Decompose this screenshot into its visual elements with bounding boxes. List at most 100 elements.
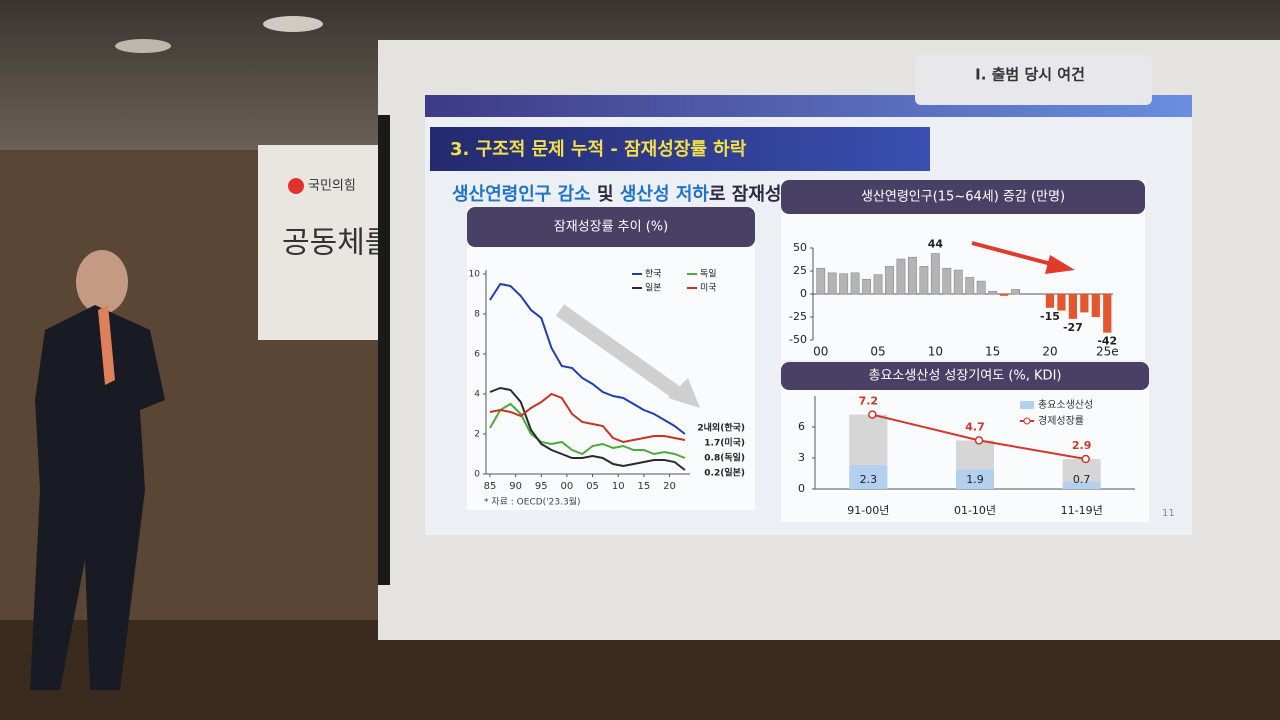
- bar: [1080, 294, 1089, 313]
- trend-arrow-head: [1045, 255, 1075, 274]
- y-tick-label: 8: [474, 310, 480, 320]
- bar: [930, 253, 940, 295]
- line-series: [489, 402, 686, 459]
- chart-title: 생산연령인구(15~64세) 증감 (만명): [861, 190, 1065, 205]
- source-note: * 자료 : OECD('23.3월): [484, 496, 580, 508]
- trend-arrow: [971, 241, 1056, 267]
- x-tick-label: 15: [985, 345, 1000, 359]
- bar: [1091, 294, 1100, 317]
- headline-part: 생산연령인구 감소: [452, 184, 591, 205]
- banner-text: 공동체를: [282, 226, 392, 261]
- x-tick-label: 01-10년: [954, 504, 996, 517]
- speaker-tie: [98, 305, 115, 385]
- banner-logo: 국민의힘: [308, 179, 356, 194]
- x-tick-label: 00: [813, 345, 828, 359]
- x-tick-label: 95: [535, 481, 548, 492]
- x-tick-label: 91-00년: [847, 504, 889, 517]
- panel-header: [781, 362, 1149, 390]
- bar: [907, 256, 917, 295]
- bar: [976, 280, 986, 295]
- section-box: [915, 55, 1152, 105]
- bar: [956, 469, 994, 489]
- bar: [1045, 294, 1055, 308]
- bar: [1103, 294, 1112, 333]
- line-series: [489, 386, 686, 471]
- y-tick-label: 6: [798, 420, 805, 433]
- headline-part: 생산성 저하: [620, 184, 710, 205]
- legend-label: 총요소생산성: [1038, 399, 1093, 411]
- x-tick-label: 10: [928, 345, 943, 359]
- data-label: -27: [1063, 321, 1083, 334]
- x-tick-label: 05: [586, 481, 599, 492]
- bar: [862, 278, 872, 295]
- x-tick-label: 20: [1042, 345, 1057, 359]
- chart-title: 잠재성장률 추이 (%): [554, 220, 668, 235]
- x-tick-label: 85: [484, 481, 497, 492]
- panel-header: [781, 180, 1145, 214]
- data-label: 1.9: [966, 473, 984, 486]
- data-label: 44: [928, 238, 944, 251]
- speaker: [30, 250, 165, 690]
- speaker-body: [30, 305, 165, 690]
- legend-label: 미국: [700, 283, 717, 294]
- y-tick-label: 4: [474, 390, 480, 400]
- y-tick-label: 50: [793, 241, 807, 254]
- data-label: 4.7: [965, 420, 985, 433]
- bar: [953, 269, 963, 295]
- data-label: 0.7: [1073, 473, 1091, 486]
- bar: [999, 294, 1009, 296]
- bar: [850, 272, 860, 295]
- logo-icon: [288, 178, 304, 194]
- bar: [885, 266, 894, 295]
- y-tick-label: -25: [789, 310, 807, 323]
- section-label: I. 출범 당시 여건: [975, 66, 1085, 84]
- x-tick-label: 11-19년: [1061, 504, 1103, 517]
- panel: [467, 207, 755, 510]
- y-tick-label: 2: [474, 430, 480, 440]
- bar: [827, 272, 837, 295]
- bar: [988, 290, 998, 295]
- line-point: [974, 436, 984, 445]
- end-label: 2내외(한국): [697, 422, 745, 434]
- bar: [965, 277, 975, 295]
- line-point: [1081, 454, 1090, 464]
- banner: [258, 145, 386, 340]
- ceiling-light: [115, 39, 171, 53]
- x-tick-label: 90: [509, 481, 522, 492]
- line-point: [868, 410, 877, 419]
- data-label: 7.2: [859, 395, 879, 408]
- bar: [942, 267, 952, 295]
- x-tick-label: 25e: [1096, 345, 1119, 359]
- bar: [1062, 481, 1101, 489]
- slide-title: 3. 구조적 문제 누적 - 잠재성장률 하락: [450, 139, 747, 160]
- line-series: [489, 282, 686, 435]
- bar: [896, 258, 906, 295]
- bar: [919, 266, 929, 295]
- bar: [816, 267, 826, 295]
- bar: [873, 274, 883, 295]
- data-label: 2.9: [1072, 439, 1092, 452]
- data-label: -15: [1040, 310, 1060, 323]
- x-tick-label: 15: [637, 481, 650, 492]
- panel-header: [467, 207, 755, 247]
- y-tick-label: 6: [474, 350, 480, 360]
- title-bar: [430, 127, 930, 171]
- bar: [1057, 294, 1066, 311]
- data-label: -42: [1097, 335, 1117, 348]
- data-label: 2.3: [860, 473, 878, 486]
- headline-part: 및: [597, 184, 614, 205]
- chart-title: 총요소생산성 성장기여도 (%, KDI): [869, 369, 1062, 384]
- legend-label: 일본: [645, 283, 662, 294]
- x-tick-label: 20: [663, 481, 676, 492]
- y-tick-label: 25: [793, 264, 807, 277]
- page-number: 11: [1162, 508, 1175, 519]
- bar: [1011, 289, 1021, 295]
- y-tick-label: 10: [469, 270, 481, 280]
- legend-label: 한국: [645, 269, 662, 280]
- x-tick-label: 05: [870, 345, 885, 359]
- legend-label: 경제성장률: [1038, 414, 1084, 427]
- bar: [1068, 294, 1078, 319]
- ceiling-light: [263, 16, 323, 32]
